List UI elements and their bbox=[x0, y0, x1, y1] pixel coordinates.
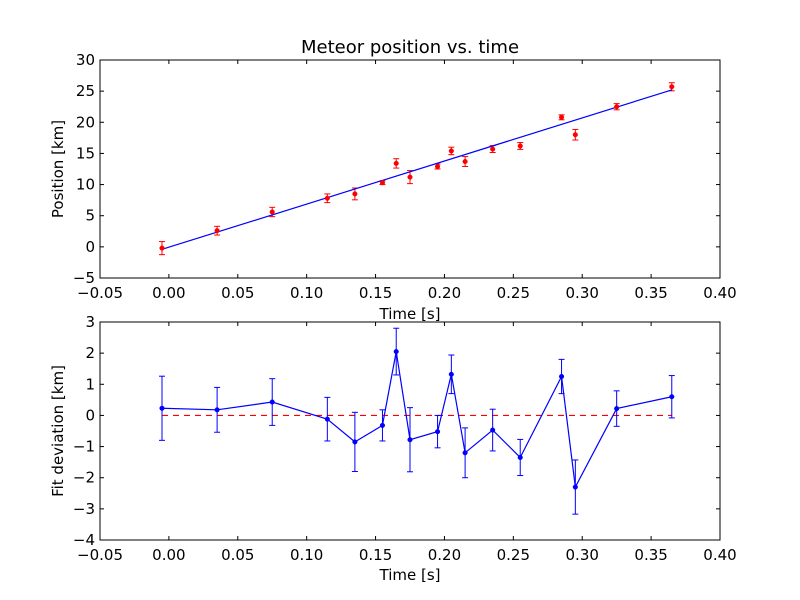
x-tick-label: 0.40 bbox=[703, 284, 736, 302]
position-chart-x-label: Time [s] bbox=[379, 305, 441, 323]
x-tick-label: 0.05 bbox=[221, 284, 254, 302]
data-point bbox=[559, 114, 565, 120]
y-tick-label: 5 bbox=[85, 207, 95, 225]
data-point bbox=[352, 439, 358, 445]
y-tick-label: 0 bbox=[85, 406, 95, 424]
x-tick-label: 0.35 bbox=[634, 546, 667, 564]
x-tick-label: −0.05 bbox=[77, 284, 123, 302]
x-tick-label: 0.00 bbox=[152, 546, 185, 564]
data-point bbox=[393, 160, 399, 166]
deviation-chart-x-label: Time [s] bbox=[379, 566, 441, 584]
data-point bbox=[559, 373, 565, 380]
data-point bbox=[435, 163, 441, 170]
data-point bbox=[159, 405, 165, 411]
data-point bbox=[572, 484, 578, 490]
x-tick-label: 0.10 bbox=[290, 284, 323, 302]
deviation-chart-y-label: Fit deviation [km] bbox=[49, 365, 67, 497]
x-tick-label: 0.20 bbox=[428, 284, 461, 302]
data-point bbox=[407, 437, 413, 443]
y-tick-label: 3 bbox=[85, 313, 95, 331]
data-point bbox=[214, 228, 220, 234]
y-tick-label: −3 bbox=[73, 500, 95, 518]
x-tick-label: 0.05 bbox=[221, 546, 254, 564]
x-tick-label: 0.20 bbox=[428, 546, 461, 564]
data-point bbox=[379, 422, 385, 428]
x-tick-label: 0.35 bbox=[634, 284, 667, 302]
position-chart-ticks: −0.05 0.00 0.05 0.10 0.15 0.20 0.25 0.30 0.35 0.4… bbox=[73, 51, 737, 302]
data-point bbox=[517, 454, 523, 461]
position-chart-marks bbox=[159, 82, 675, 256]
data-point bbox=[614, 104, 620, 110]
x-tick-label: 0.15 bbox=[359, 546, 392, 564]
x-tick-label: 0.25 bbox=[497, 284, 530, 302]
data-point bbox=[462, 450, 468, 456]
y-tick-label: −5 bbox=[73, 269, 95, 287]
data-point bbox=[393, 349, 399, 355]
data-point bbox=[352, 191, 358, 197]
x-tick-label: 0.15 bbox=[359, 284, 392, 302]
x-tick-label: 0.30 bbox=[566, 284, 599, 302]
position-chart-y-label: Position [km] bbox=[49, 120, 67, 218]
y-tick-label: 25 bbox=[76, 82, 95, 100]
data-point bbox=[407, 174, 413, 180]
data-point bbox=[517, 143, 523, 149]
data-point bbox=[159, 245, 165, 251]
position-chart-frame bbox=[99, 59, 721, 279]
deviation-chart: −0.05 0.00 0.05 0.10 0.15 0.20 0.25 0.30 0.35 0.4… bbox=[49, 313, 737, 584]
data-point bbox=[490, 427, 496, 433]
x-tick-label: 0.40 bbox=[703, 546, 736, 564]
x-tick-label: 0.30 bbox=[566, 546, 599, 564]
y-tick-label: 0 bbox=[85, 238, 95, 256]
x-tick-label: −0.05 bbox=[77, 546, 123, 564]
y-tick-label: 15 bbox=[76, 144, 95, 162]
position-chart-title: Meteor position vs. time bbox=[301, 37, 519, 58]
y-tick-label: 10 bbox=[76, 176, 95, 194]
data-point bbox=[324, 416, 330, 422]
data-point bbox=[669, 394, 675, 400]
data-point bbox=[669, 84, 675, 90]
position-chart: Meteor position vs. time −0.05 0.00 0.05 0.… bbox=[49, 37, 737, 323]
y-tick-label: −2 bbox=[73, 469, 95, 487]
deviation-chart-marks bbox=[159, 327, 675, 515]
data-point bbox=[572, 132, 578, 138]
x-tick-label: 0.25 bbox=[497, 546, 530, 564]
data-point bbox=[614, 406, 620, 412]
fit-line bbox=[161, 89, 672, 250]
x-tick-label: 0.00 bbox=[152, 284, 185, 302]
y-tick-label: 2 bbox=[85, 344, 95, 362]
data-point bbox=[448, 148, 454, 154]
data-point bbox=[269, 209, 275, 215]
deviation-chart-ticks: −0.05 0.00 0.05 0.10 0.15 0.20 0.25 0.30 0.35 0.4… bbox=[73, 313, 737, 564]
y-tick-label: 1 bbox=[85, 375, 95, 393]
data-point bbox=[324, 195, 330, 201]
x-tick-label: 0.10 bbox=[290, 546, 323, 564]
data-point bbox=[462, 158, 468, 165]
y-tick-label: 30 bbox=[76, 51, 95, 69]
y-tick-label: 20 bbox=[76, 113, 95, 131]
y-tick-label: −4 bbox=[73, 531, 95, 549]
data-point bbox=[435, 429, 441, 435]
data-point bbox=[214, 407, 220, 413]
data-point bbox=[379, 180, 385, 186]
deviation-chart-frame bbox=[99, 321, 721, 541]
data-point bbox=[490, 146, 496, 152]
y-tick-label: −1 bbox=[73, 438, 95, 456]
data-point bbox=[269, 399, 275, 405]
data-point bbox=[448, 371, 454, 377]
